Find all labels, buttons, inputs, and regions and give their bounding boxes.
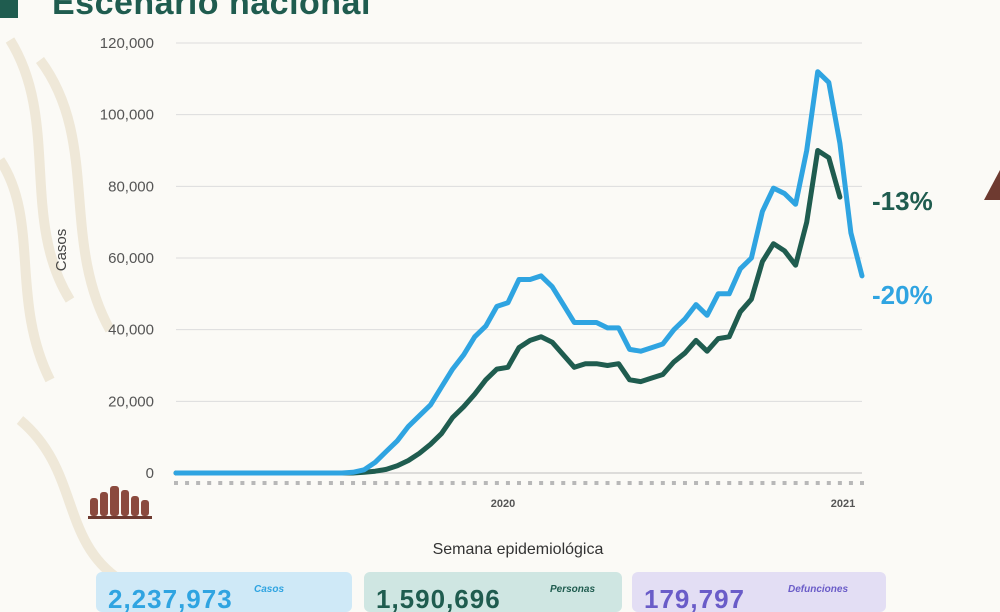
x-tick-week xyxy=(229,481,234,485)
x-tick-week xyxy=(339,481,344,485)
x-tick-week xyxy=(362,481,367,485)
x-tick-week xyxy=(804,481,809,485)
x-tick-week xyxy=(660,481,665,485)
x-tick-week xyxy=(284,481,289,485)
stat-label: Casos xyxy=(254,584,285,595)
x-tick-week xyxy=(594,481,599,485)
x-tick-week xyxy=(627,481,632,485)
x-tick-week xyxy=(793,481,798,485)
decorative-shape xyxy=(984,170,1000,200)
logo xyxy=(88,486,152,519)
x-tick-week xyxy=(317,481,322,485)
x-tick-week xyxy=(450,481,455,485)
stat-label: Personas xyxy=(550,584,596,595)
y-tick-label: 40,000 xyxy=(108,322,154,339)
x-tick-week xyxy=(461,481,466,485)
x-tick-week xyxy=(306,481,311,485)
x-tick-week xyxy=(716,481,721,485)
chart-series xyxy=(173,69,865,476)
stat-card-deaths: 179,797 Defunciones xyxy=(632,572,886,612)
x-tick-week xyxy=(583,481,588,485)
x-tick-week xyxy=(174,481,178,485)
x-tick-week xyxy=(185,481,190,485)
x-tick-week xyxy=(517,481,521,485)
x-tick-week xyxy=(738,481,743,485)
x-tick-week xyxy=(295,481,300,485)
x-tick-year: 2020 xyxy=(491,498,515,510)
x-tick-week xyxy=(705,481,710,485)
series-change-label: -20% xyxy=(872,280,933,310)
x-tick-week xyxy=(528,481,533,485)
x-tick-week xyxy=(848,481,853,485)
x-tick-week xyxy=(417,481,422,485)
stat-value: 179,797 xyxy=(644,584,745,612)
series-line xyxy=(173,69,865,476)
x-tick-week xyxy=(483,481,488,485)
x-tick-week xyxy=(472,481,477,485)
x-tick-week xyxy=(561,481,566,485)
x-axis-label: Semana epidemiológica xyxy=(433,541,604,558)
x-tick-week xyxy=(550,481,555,485)
x-tick-week xyxy=(505,481,510,485)
x-tick-week xyxy=(351,481,356,485)
x-tick-week xyxy=(384,481,389,485)
y-tick-label: 0 xyxy=(146,465,154,482)
x-tick-week xyxy=(771,481,776,485)
x-tick-week xyxy=(760,481,765,485)
x-tick-week xyxy=(649,481,654,485)
x-tick-week xyxy=(262,481,267,485)
x-tick-week xyxy=(837,481,842,485)
stat-value: 1,590,696 xyxy=(376,584,501,612)
y-tick-label: 100,000 xyxy=(100,107,154,124)
stat-value: 2,237,973 xyxy=(108,584,233,612)
x-tick-week xyxy=(373,481,378,485)
y-tick-label: 120,000 xyxy=(100,35,154,52)
y-tick-label: 20,000 xyxy=(108,393,154,410)
x-tick-week xyxy=(428,481,433,485)
page-title: Escenario nacional xyxy=(52,0,371,22)
x-tick-week xyxy=(240,481,245,485)
series-line xyxy=(173,148,843,476)
x-tick-week xyxy=(196,481,201,485)
x-tick-week xyxy=(328,481,333,485)
x-tick-week xyxy=(671,481,676,485)
x-tick-week xyxy=(251,481,256,485)
x-tick-week xyxy=(395,481,400,485)
series-change-label: -13% xyxy=(872,186,933,216)
x-tick-week xyxy=(494,481,499,485)
x-tick-week xyxy=(782,481,787,485)
x-tick-week xyxy=(815,481,820,485)
stat-label: Defunciones xyxy=(788,584,849,595)
y-tick-label: 60,000 xyxy=(108,250,154,267)
x-tick-week xyxy=(727,481,732,485)
y-axis-ticks: 0 20,000 40,000 60,000 80,000 100,000 120,000 xyxy=(100,35,154,482)
x-tick-week xyxy=(273,481,278,485)
x-tick-week xyxy=(682,481,687,485)
x-tick-week xyxy=(638,481,643,485)
x-tick-week xyxy=(218,481,223,485)
x-tick-week xyxy=(572,481,577,485)
x-tick-week xyxy=(539,481,544,485)
x-tick-week xyxy=(826,481,831,485)
title-marker xyxy=(0,0,18,18)
stat-card-people: 1,590,696 Personas xyxy=(364,572,622,612)
x-tick-year: 2021 xyxy=(831,498,855,510)
x-tick-week xyxy=(616,481,621,485)
x-tick-week xyxy=(749,481,754,485)
x-tick-week xyxy=(860,481,864,485)
x-tick-week xyxy=(406,481,411,485)
x-tick-week xyxy=(207,481,212,485)
x-tick-week xyxy=(439,481,444,485)
chart-grid xyxy=(176,42,862,474)
x-tick-week xyxy=(605,481,610,485)
x-axis-week-ticks xyxy=(174,481,864,485)
stat-card-cases: 2,237,973 Casos xyxy=(96,572,352,612)
y-axis-label: Casos xyxy=(53,229,70,272)
y-tick-label: 80,000 xyxy=(108,178,154,195)
x-tick-week xyxy=(694,481,699,485)
